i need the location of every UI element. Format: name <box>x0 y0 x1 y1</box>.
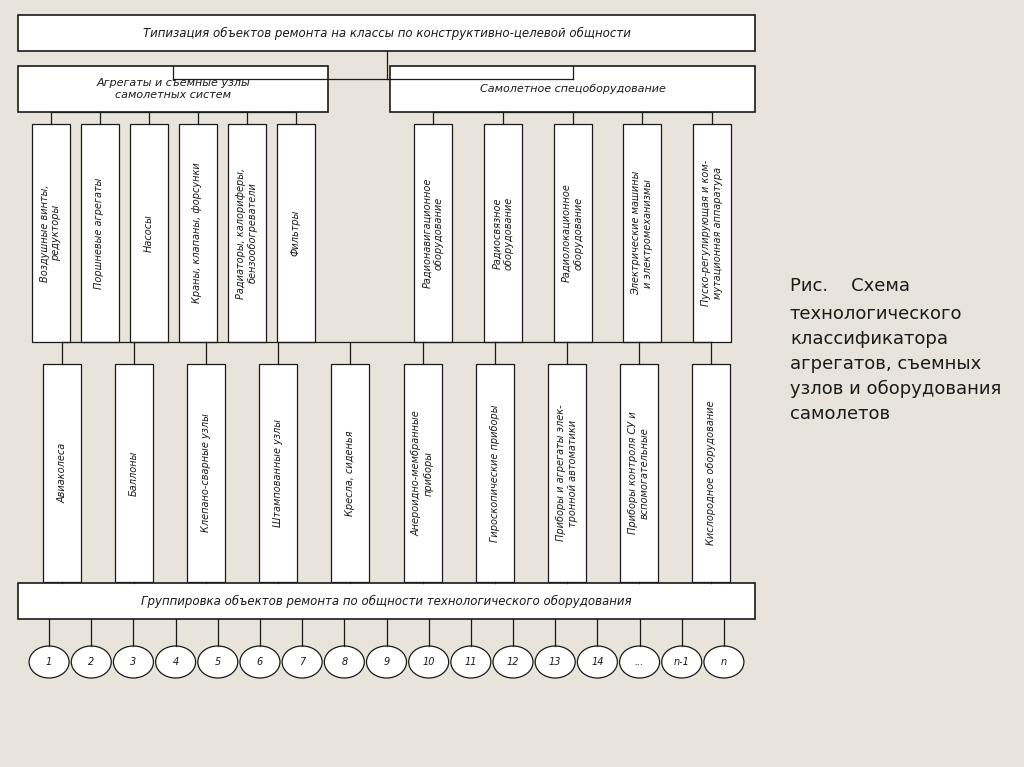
Text: n-1: n-1 <box>674 657 690 667</box>
Text: Электрические машины
и электромеханизмы: Электрические машины и электромеханизмы <box>632 171 653 295</box>
Text: Приборы и агрегаты элек-
тронной автоматики: Приборы и агрегаты элек- тронной автомат… <box>556 405 578 542</box>
Text: ...: ... <box>635 657 644 667</box>
Text: Радиолокационное
оборудование: Радиолокационное оборудование <box>562 183 584 282</box>
Bar <box>227 124 265 342</box>
Text: Поршневые агрегаты: Поршневые агрегаты <box>94 177 104 288</box>
Bar <box>548 364 586 582</box>
Bar <box>390 66 755 112</box>
Ellipse shape <box>409 646 449 678</box>
Text: 13: 13 <box>549 657 561 667</box>
Bar <box>692 364 730 582</box>
Bar <box>693 124 731 342</box>
Text: Рис.    Схема: Рис. Схема <box>790 277 910 295</box>
Bar <box>18 66 328 112</box>
Text: 4: 4 <box>172 657 179 667</box>
Bar <box>554 124 592 342</box>
Bar <box>178 124 216 342</box>
Ellipse shape <box>451 646 490 678</box>
Ellipse shape <box>325 646 365 678</box>
Ellipse shape <box>703 646 743 678</box>
Bar <box>81 124 119 342</box>
Bar <box>624 124 662 342</box>
Text: Авиаколеса: Авиаколеса <box>57 443 67 503</box>
Ellipse shape <box>367 646 407 678</box>
Bar <box>32 124 70 342</box>
Text: Радиосвязное
оборудование: Радиосвязное оборудование <box>492 196 513 270</box>
Text: 14: 14 <box>591 657 603 667</box>
Ellipse shape <box>156 646 196 678</box>
Text: 6: 6 <box>257 657 263 667</box>
Ellipse shape <box>620 646 659 678</box>
Ellipse shape <box>72 646 112 678</box>
Text: 3: 3 <box>130 657 136 667</box>
Text: Краны, клапаны, форсунки: Краны, клапаны, форсунки <box>193 163 203 304</box>
Ellipse shape <box>114 646 154 678</box>
Text: 12: 12 <box>507 657 519 667</box>
Text: Фильтры: Фильтры <box>291 210 300 256</box>
Bar <box>276 124 314 342</box>
Text: 9: 9 <box>383 657 389 667</box>
Text: Клепано-сварные узлы: Клепано-сварные узлы <box>202 413 211 532</box>
Text: Пуско-регулирующая и ком-
мутационная аппаратура: Пуско-регулирующая и ком- мутационная ап… <box>701 160 723 306</box>
Bar <box>259 364 297 582</box>
Text: Радионавигационное
оборудование: Радионавигационное оборудование <box>422 178 443 288</box>
Text: Кресла, сиденья: Кресла, сиденья <box>345 430 355 515</box>
Text: Баллоны: Баллоны <box>129 450 139 495</box>
Text: технологического
классификатора
агрегатов, съемных
узлов и оборудования
самолето: технологического классификатора агрегато… <box>790 305 1001 423</box>
Text: Штампованные узлы: Штампованные узлы <box>273 419 284 527</box>
Text: Типизация объектов ремонта на классы по конструктивно-целевой общности: Типизация объектов ремонта на классы по … <box>142 26 631 40</box>
Text: Анероидно-мембранные
приборы: Анероидно-мембранные приборы <box>412 410 433 536</box>
Text: Насосы: Насосы <box>143 214 154 252</box>
Text: 1: 1 <box>46 657 52 667</box>
Text: Приборы контроля СУ и
вспомогательные: Приборы контроля СУ и вспомогательные <box>628 412 649 535</box>
Bar <box>129 124 168 342</box>
Bar <box>403 364 441 582</box>
Text: Агрегаты и съемные узлы
самолетных систем: Агрегаты и съемные узлы самолетных систе… <box>96 77 250 100</box>
Ellipse shape <box>536 646 575 678</box>
Bar <box>115 364 154 582</box>
Text: 2: 2 <box>88 657 94 667</box>
Text: Гироскопические приборы: Гироскопические приборы <box>489 404 500 542</box>
Ellipse shape <box>283 646 323 678</box>
Text: Группировка объектов ремонта по общности технологического оборудования: Группировка объектов ремонта по общности… <box>141 594 632 607</box>
Bar <box>18 583 755 619</box>
Ellipse shape <box>662 646 701 678</box>
Text: 10: 10 <box>423 657 435 667</box>
Text: n: n <box>721 657 727 667</box>
Ellipse shape <box>198 646 238 678</box>
Ellipse shape <box>240 646 280 678</box>
Bar <box>187 364 225 582</box>
Bar <box>43 364 81 582</box>
Text: Кислородное оборудование: Кислородное оборудование <box>706 400 716 545</box>
Text: Воздушные винты,
редукторы: Воздушные винты, редукторы <box>40 184 61 281</box>
Ellipse shape <box>578 646 617 678</box>
Ellipse shape <box>29 646 69 678</box>
Text: 11: 11 <box>465 657 477 667</box>
Text: Самолетное спецоборудование: Самолетное спецоборудование <box>479 84 666 94</box>
Text: 8: 8 <box>341 657 347 667</box>
Text: 7: 7 <box>299 657 305 667</box>
Bar <box>476 364 514 582</box>
Ellipse shape <box>493 646 534 678</box>
Bar <box>332 364 370 582</box>
Bar <box>483 124 521 342</box>
Bar <box>18 15 755 51</box>
Text: Радиаторы, калориферы,
бензообогреватели: Радиаторы, калориферы, бензообогреватели <box>236 167 257 298</box>
Text: 5: 5 <box>215 657 221 667</box>
Bar <box>414 124 452 342</box>
Bar <box>620 364 657 582</box>
